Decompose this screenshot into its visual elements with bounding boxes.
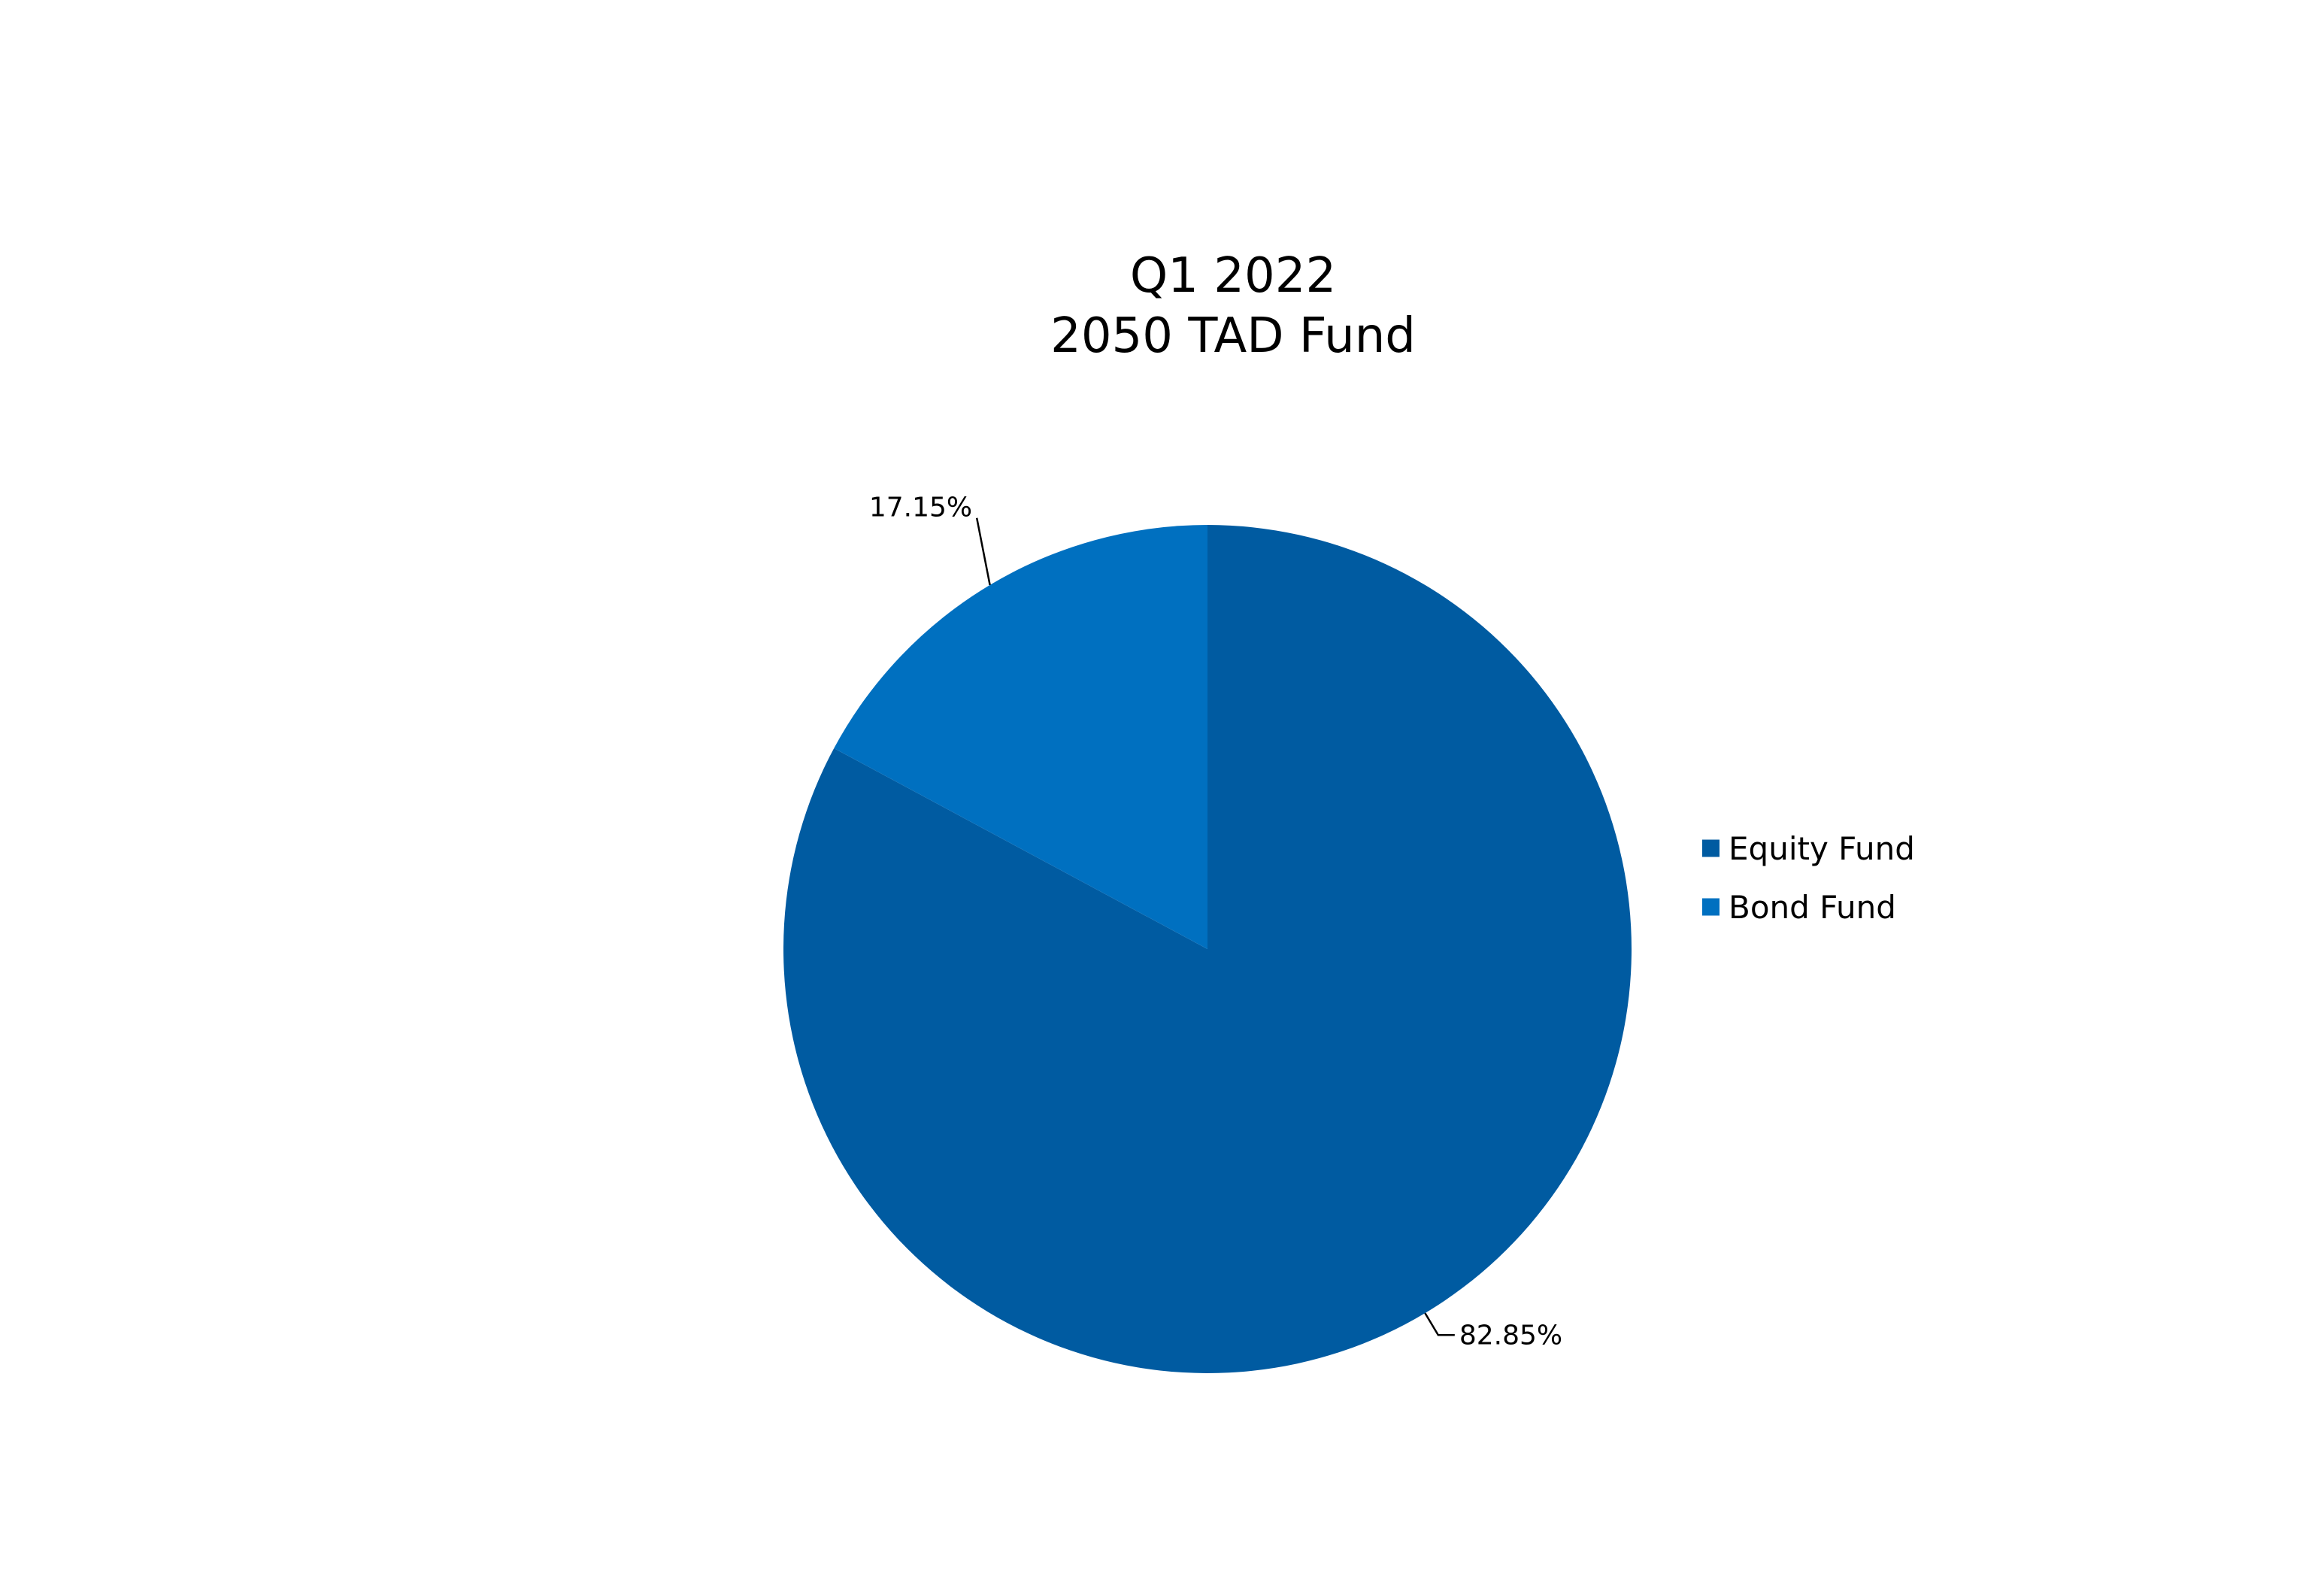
- pie-slice-bond-fund: [834, 525, 1207, 949]
- legend-label-bond-fund: Bond Fund: [1729, 889, 1896, 926]
- data-labels: 82.85% 17.15%: [869, 493, 1562, 1351]
- pie-slices: [783, 525, 1632, 1373]
- chart-title: Q1 2022 2050 TAD Fund: [1050, 248, 1416, 364]
- legend: Equity Fund Bond Fund: [1702, 830, 1915, 926]
- legend-label-equity-fund: Equity Fund: [1729, 830, 1915, 867]
- chart-title-line-1: Q1 2022: [1130, 248, 1336, 304]
- legend-swatch-equity-fund: [1702, 839, 1720, 857]
- leader-lines: [975, 517, 1455, 1336]
- leader-line-equity-fund: [1424, 1312, 1455, 1336]
- pie-slice-equity-fund: [783, 525, 1632, 1373]
- chart-title-line-2: 2050 TAD Fund: [1050, 308, 1416, 364]
- legend-swatch-bond-fund: [1702, 898, 1720, 916]
- data-label-equity-fund: 82.85%: [1459, 1320, 1562, 1351]
- legend-item-equity-fund: Equity Fund: [1702, 830, 1915, 867]
- leader-line-bond-fund: [975, 517, 991, 586]
- data-label-bond-fund: 17.15%: [869, 493, 972, 523]
- legend-item-bond-fund: Bond Fund: [1702, 889, 1896, 926]
